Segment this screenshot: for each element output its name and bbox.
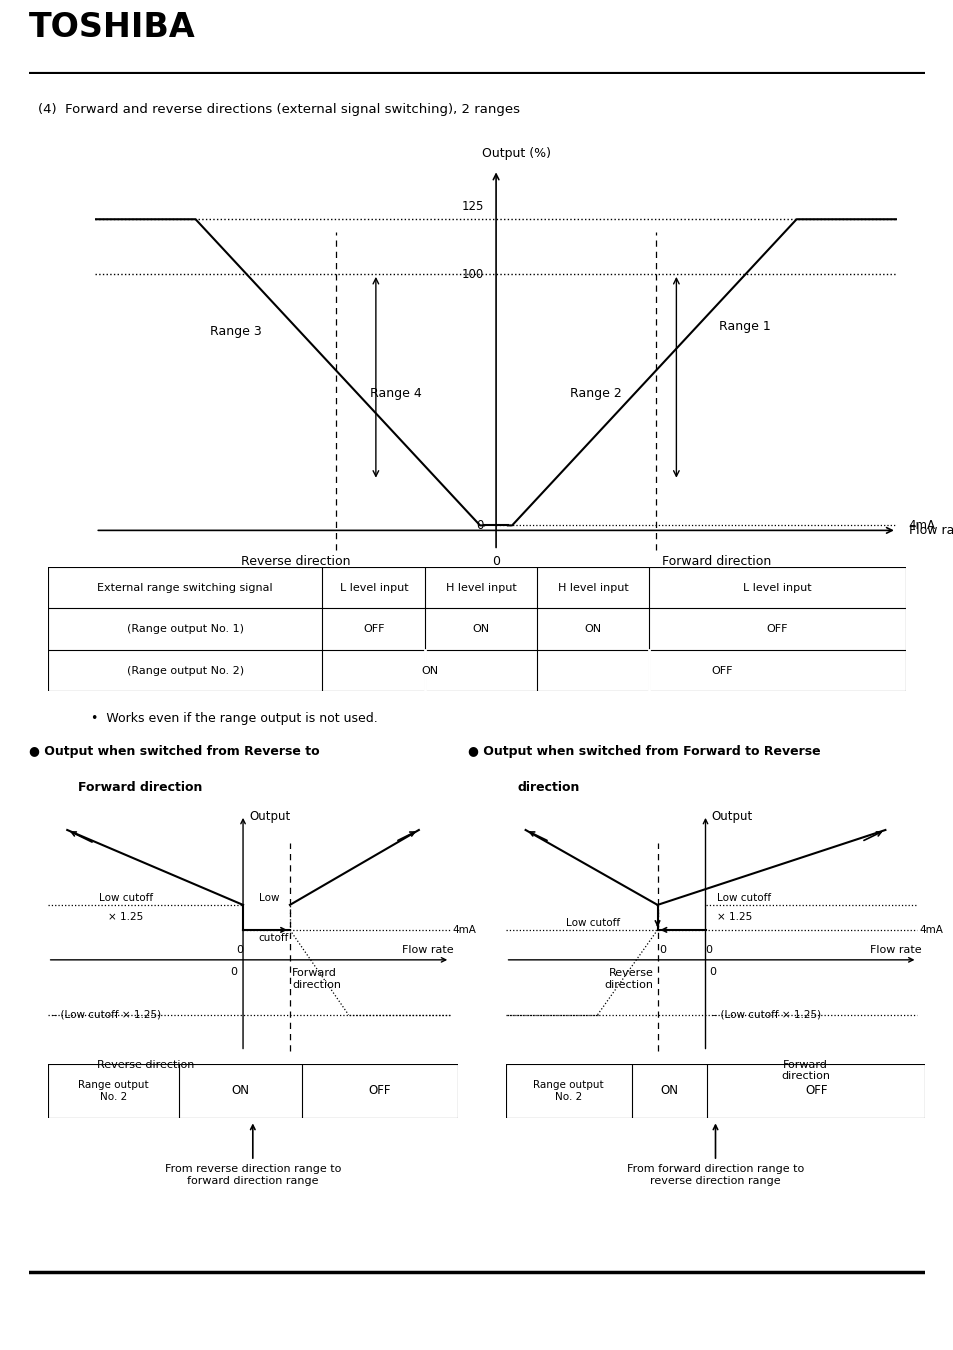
Text: ON: ON bbox=[584, 624, 600, 634]
Text: Low cutoff: Low cutoff bbox=[565, 918, 619, 929]
Text: OFF: OFF bbox=[766, 624, 787, 634]
Text: OFF: OFF bbox=[369, 1084, 391, 1098]
Text: Flow rate: Flow rate bbox=[908, 524, 953, 537]
Text: 0: 0 bbox=[492, 555, 499, 568]
Text: L level input: L level input bbox=[742, 583, 811, 593]
Text: 125: 125 bbox=[461, 200, 483, 213]
Text: OFF: OFF bbox=[710, 666, 732, 675]
Text: 0: 0 bbox=[235, 945, 243, 954]
Text: Low cutoff: Low cutoff bbox=[717, 894, 771, 903]
Text: Forward
direction: Forward direction bbox=[781, 1060, 829, 1081]
Text: × 1.25: × 1.25 bbox=[717, 911, 752, 922]
Text: TOSHIBA: TOSHIBA bbox=[29, 11, 195, 45]
Text: × 1.25: × 1.25 bbox=[108, 911, 143, 922]
Text: Output (%): Output (%) bbox=[481, 147, 550, 159]
Text: (4)  Forward and reverse directions (external signal switching), 2 ranges: (4) Forward and reverse directions (exte… bbox=[37, 103, 519, 116]
Text: direction: direction bbox=[517, 780, 579, 794]
Text: Low: Low bbox=[258, 894, 279, 903]
Text: cutoff: cutoff bbox=[258, 933, 289, 944]
Text: Reverse direction: Reverse direction bbox=[96, 1060, 193, 1069]
Text: Forward direction: Forward direction bbox=[661, 555, 770, 568]
Text: External range switching signal: External range switching signal bbox=[97, 583, 273, 593]
Text: Range 4: Range 4 bbox=[370, 387, 421, 400]
Text: OFF: OFF bbox=[363, 624, 384, 634]
Text: OFF: OFF bbox=[804, 1084, 826, 1098]
Text: ON: ON bbox=[232, 1084, 250, 1098]
Text: •  Works even if the range output is not used.: • Works even if the range output is not … bbox=[91, 711, 377, 725]
Text: Flow rate: Flow rate bbox=[402, 945, 454, 954]
Text: (Range output No. 2): (Range output No. 2) bbox=[127, 666, 243, 675]
Text: Range output
No. 2: Range output No. 2 bbox=[78, 1080, 149, 1102]
Text: From reverse direction range to
forward direction range: From reverse direction range to forward … bbox=[165, 1164, 340, 1187]
Text: (Range output No. 1): (Range output No. 1) bbox=[127, 624, 243, 634]
Text: – (Low cutoff × 1.25): – (Low cutoff × 1.25) bbox=[51, 1010, 160, 1019]
Text: ● Output when switched from Reverse to: ● Output when switched from Reverse to bbox=[29, 745, 319, 759]
Text: 4mA: 4mA bbox=[919, 925, 943, 936]
Text: H level input: H level input bbox=[445, 583, 517, 593]
Text: 4mA: 4mA bbox=[908, 518, 935, 532]
Text: 0: 0 bbox=[476, 518, 483, 532]
Text: Output: Output bbox=[249, 810, 290, 824]
Text: 0: 0 bbox=[659, 945, 666, 954]
Text: Forward direction: Forward direction bbox=[78, 780, 202, 794]
Text: Range 3: Range 3 bbox=[210, 325, 261, 338]
Text: Range 2: Range 2 bbox=[570, 387, 621, 400]
Text: Low cutoff: Low cutoff bbox=[99, 894, 152, 903]
Text: 4mA: 4mA bbox=[452, 925, 476, 936]
Text: Reverse direction: Reverse direction bbox=[241, 555, 350, 568]
Text: L level input: L level input bbox=[339, 583, 408, 593]
Text: Range output
No. 2: Range output No. 2 bbox=[533, 1080, 603, 1102]
Text: 0: 0 bbox=[705, 945, 712, 954]
Text: From forward direction range to
reverse direction range: From forward direction range to reverse … bbox=[626, 1164, 803, 1187]
Text: Output: Output bbox=[711, 810, 752, 824]
Text: 0: 0 bbox=[709, 967, 716, 976]
Text: 0: 0 bbox=[230, 967, 237, 976]
Text: Forward
direction: Forward direction bbox=[292, 968, 340, 990]
Text: Flow rate: Flow rate bbox=[869, 945, 921, 954]
Text: Reverse
direction: Reverse direction bbox=[604, 968, 653, 990]
Text: ON: ON bbox=[659, 1084, 678, 1098]
Text: 100: 100 bbox=[461, 267, 483, 281]
Text: – (Low cutoff × 1.25): – (Low cutoff × 1.25) bbox=[711, 1010, 820, 1019]
Text: ON: ON bbox=[421, 666, 437, 675]
Text: H level input: H level input bbox=[557, 583, 628, 593]
Text: ● Output when switched from Forward to Reverse: ● Output when switched from Forward to R… bbox=[468, 745, 820, 759]
Text: ON: ON bbox=[473, 624, 489, 634]
Text: Range 1: Range 1 bbox=[718, 320, 770, 333]
